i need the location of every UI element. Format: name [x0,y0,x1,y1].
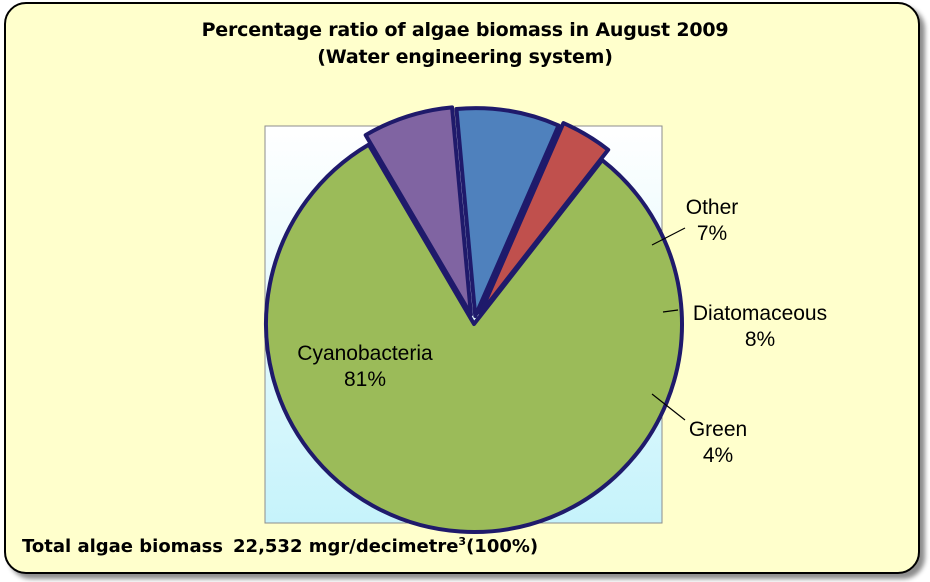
slice-percent-label: 81% [344,368,386,391]
total-biomass-share: (100%) [466,536,539,557]
slice-name-label: Diatomaceous [693,302,827,325]
slice-name-label: Cyanobacteria [297,342,433,365]
slice-green [478,121,611,316]
slice-name-label: Other [686,196,739,219]
chart-title: Percentage ratio of algae biomass in Aug… [201,19,729,41]
slice-other [363,105,473,317]
slice-percent-label: 4% [703,444,733,467]
chart-subtitle: (Water engineering system) [317,46,613,68]
total-biomass-label: Total algae biomass [22,536,224,557]
unit-superscript: 3 [458,535,467,548]
slice-percent-label: 7% [697,222,727,245]
slice-percent-label: 8% [745,328,775,351]
total-biomass-note: Total algae biomass 22,532 mgr/decimetre3… [22,535,538,557]
slice-cyanobacteria [264,142,684,534]
leader-line-green [651,393,686,421]
leader-line-other [651,227,686,246]
slice-name-label: Green [689,418,747,441]
total-biomass-value: 22,532 mgr/decimetre [233,536,459,557]
leader-line-diatomaceous [662,309,679,313]
slice-diatomaceous [454,106,561,319]
